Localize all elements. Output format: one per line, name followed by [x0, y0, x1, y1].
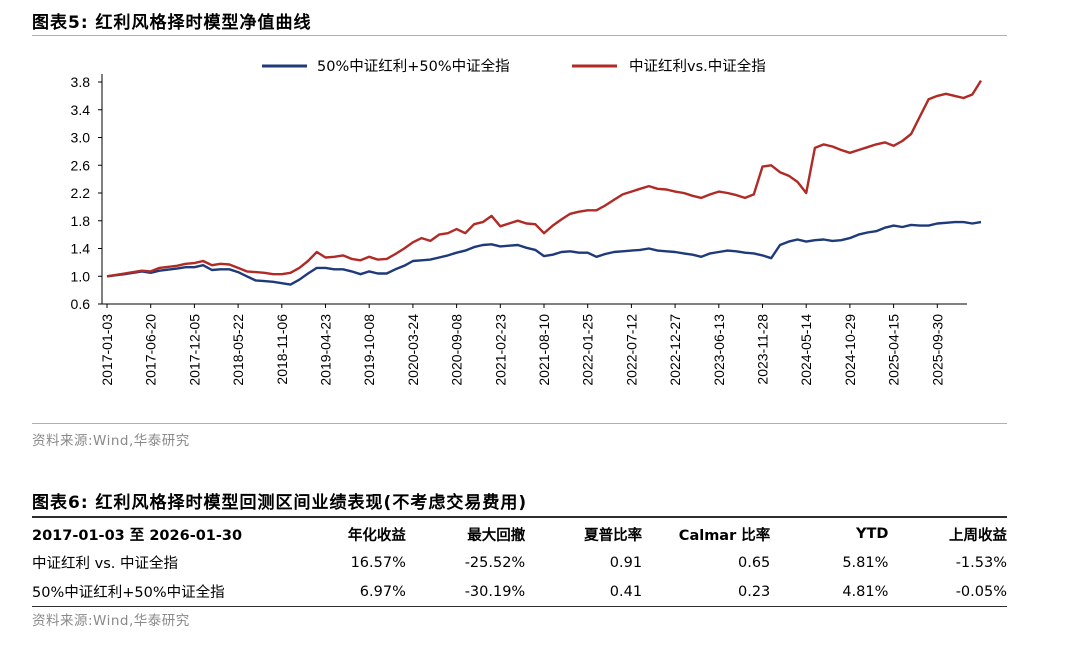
- x-tick-label: 2018-11-06: [274, 314, 290, 385]
- figure6-top-rule: [32, 516, 1007, 518]
- x-tick-label: 2019-04-23: [318, 314, 334, 386]
- table-row: 中证红利 vs. 中证全指 16.57% -25.52% 0.91 0.65 5…: [32, 548, 1007, 577]
- x-tick-label: 2022-12-27: [667, 314, 683, 386]
- figure5-bottom-rule: [32, 423, 1007, 424]
- performance-table: 2017-01-03 至 2026-01-30 年化收益 最大回撤 夏普比率 C…: [32, 520, 1007, 607]
- figure6-source: 资料来源:Wind,华泰研究: [32, 613, 190, 629]
- figure6-title: 图表6: 红利风格择时模型回测区间业绩表现(不考虑交易费用): [32, 493, 528, 513]
- sharpe: 0.91: [609, 554, 643, 571]
- max-drawdown: -25.52%: [464, 554, 526, 571]
- y-tick-label: 1.4: [71, 241, 91, 257]
- x-tick-label: 2025-09-30: [929, 314, 945, 386]
- y-tick-label: 3.0: [71, 130, 91, 146]
- x-tick-label: 2018-05-22: [230, 314, 246, 386]
- legend-label: 50%中证红利+50%中证全指: [317, 57, 510, 75]
- x-tick-label: 2021-02-23: [492, 314, 508, 386]
- annual-return: 6.97%: [300, 577, 406, 607]
- x-tick-label: 2023-06-13: [711, 314, 727, 386]
- y-tick-label: 1.8: [71, 213, 91, 229]
- y-tick-label: 3.8: [71, 74, 91, 90]
- x-tick-label: 2023-11-28: [755, 314, 771, 385]
- ytd: 4.81%: [770, 577, 889, 607]
- row-name: 中证红利 vs. 中证全指: [32, 556, 178, 572]
- last-week-return: -1.53%: [955, 554, 1007, 571]
- figure5-title: 图表5: 红利风格择时模型净值曲线: [32, 13, 312, 33]
- x-tick-label: 2022-07-12: [623, 314, 639, 386]
- header-annual-return: 年化收益: [347, 527, 406, 544]
- x-tick-label: 2020-09-08: [449, 314, 465, 386]
- x-tick-label: 2025-04-15: [886, 314, 902, 386]
- figure5-rule: [32, 35, 1007, 36]
- legend-label: 中证红利vs.中证全指: [629, 57, 766, 75]
- header-last-week: 上周收益: [949, 527, 1007, 544]
- x-tick-label: 2020-03-24: [405, 314, 421, 386]
- sharpe: 0.41: [525, 577, 643, 607]
- x-tick-label: 2024-05-14: [798, 314, 814, 386]
- header-ytd: YTD: [855, 526, 889, 542]
- row-name: 50%中证红利+50%中证全指: [32, 577, 301, 607]
- max-drawdown: -30.19%: [405, 577, 526, 607]
- last-week-return: -0.05%: [888, 577, 1007, 607]
- header-calmar: Calmar 比率: [678, 527, 771, 544]
- annual-return: 16.57%: [350, 554, 406, 571]
- y-tick-label: 2.2: [71, 185, 91, 201]
- table-row: 50%中证红利+50%中证全指 6.97% -30.19% 0.41 0.23 …: [32, 577, 1007, 607]
- calmar: 0.23: [642, 577, 771, 607]
- x-tick-label: 2017-01-03: [99, 314, 115, 386]
- x-tick-label: 2019-10-08: [361, 314, 377, 386]
- x-tick-label: 2021-08-10: [536, 314, 552, 386]
- x-tick-label: 2022-01-25: [580, 314, 596, 386]
- series-line-mixed-index: [106, 220, 982, 286]
- y-tick-label: 1.0: [71, 268, 91, 284]
- header-period: 2017-01-03 至 2026-01-30: [32, 527, 243, 544]
- nav-line-chart: 0.6 1.0 1.4 1.8 2.2 2.6 3.0 3.4 3.8 2017-01-03 201…: [71, 57, 983, 386]
- y-tick-label: 2.6: [71, 157, 91, 173]
- table-header-row: 2017-01-03 至 2026-01-30 年化收益 最大回撤 夏普比率 C…: [32, 520, 1007, 548]
- ytd: 5.81%: [842, 554, 889, 571]
- series-line-dividend-vs-all: [106, 79, 983, 278]
- header-max-drawdown: 最大回撤: [467, 527, 526, 544]
- y-tick-label: 0.6: [71, 296, 91, 312]
- header-sharpe: 夏普比率: [584, 527, 643, 544]
- y-tick-label: 3.4: [71, 102, 91, 118]
- calmar: 0.65: [738, 554, 771, 571]
- figure5-source: 资料来源:Wind,华泰研究: [32, 433, 190, 449]
- x-tick-label: 2017-12-05: [186, 314, 202, 386]
- x-tick-label: 2017-06-20: [143, 314, 159, 386]
- x-tick-label: 2024-10-29: [842, 314, 858, 386]
